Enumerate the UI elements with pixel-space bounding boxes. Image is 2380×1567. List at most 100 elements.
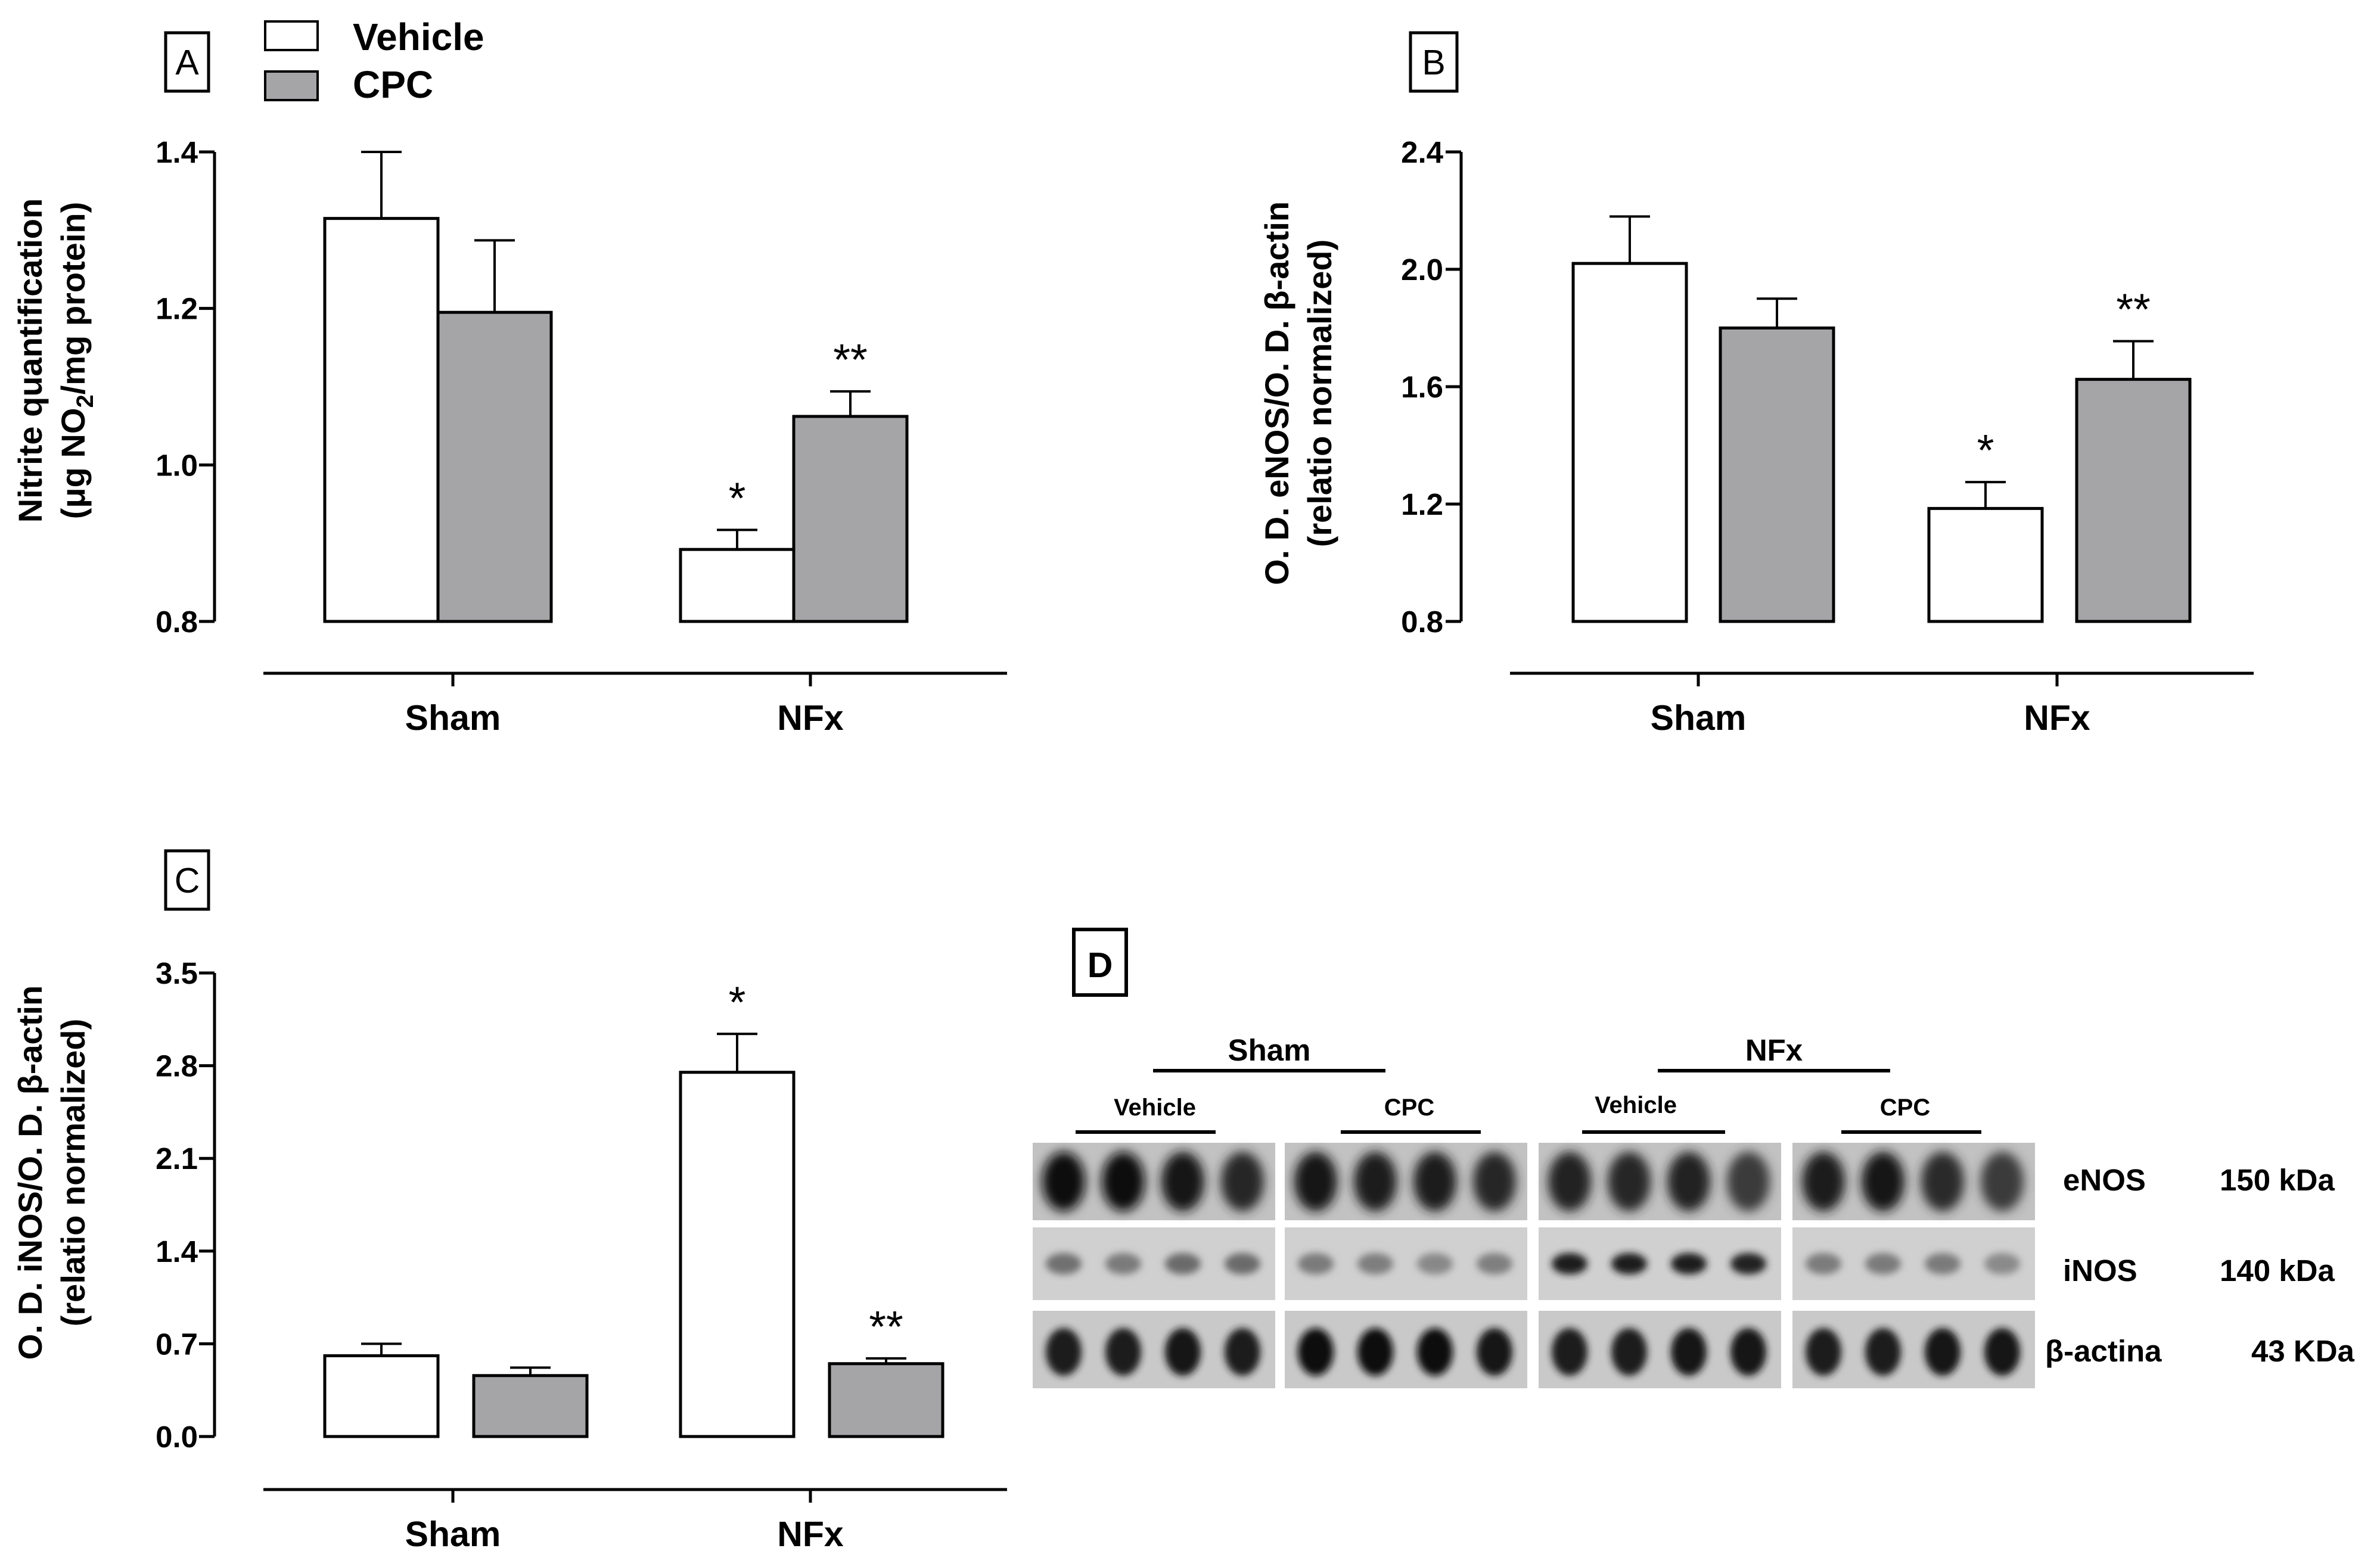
blot-band (1802, 1152, 1845, 1211)
y-tick-label: 2.0 (1401, 253, 1443, 287)
blot-band (1417, 1328, 1453, 1376)
bar (436, 310, 553, 623)
legend-label-vehicle: Vehicle (353, 15, 484, 58)
blot-band (1981, 1152, 2024, 1211)
blot-band (1042, 1152, 1085, 1211)
y-tick-label: 1.4 (156, 135, 198, 169)
y-tick-label: 0.7 (156, 1327, 198, 1361)
significance-mark: * (1977, 425, 1994, 475)
blot-band (1102, 1152, 1145, 1211)
blot-band (1984, 1328, 2020, 1376)
legend-swatch-cpc (264, 70, 319, 101)
blot-band (1865, 1253, 1901, 1274)
y-tick-label: 0.8 (156, 605, 198, 639)
panel-b-label: B (1422, 43, 1445, 82)
panel-d-label: D (1088, 946, 1113, 985)
blot-band (1046, 1328, 1082, 1376)
significance-mark: ** (2116, 285, 2151, 334)
panel-c-label-box (164, 849, 210, 911)
bar (679, 1071, 796, 1438)
x-category-label: Sham (405, 698, 501, 738)
blot-protein-beta-actina: β-actina (2045, 1334, 2162, 1368)
x-category-label: Sham (1651, 698, 1747, 738)
legend-label-cpc: CPC (353, 63, 433, 106)
bar (2075, 378, 2192, 623)
blot-band (1105, 1253, 1141, 1274)
blot-band (1221, 1152, 1264, 1211)
bar (323, 1354, 440, 1438)
blot-band (1165, 1328, 1201, 1376)
bar (1719, 327, 1835, 623)
panel-b-y-axis-title: O. D. eNOS/O. D. β-actin (relatio normal… (1258, 201, 1338, 585)
bar (792, 415, 909, 623)
blot-band (1608, 1152, 1651, 1211)
blot-band (1105, 1328, 1141, 1376)
legend: Vehicle CPC (264, 15, 484, 106)
blot-band (1552, 1328, 1587, 1376)
blot-protein-enos: eNOS (2063, 1163, 2146, 1197)
blot-band (1473, 1152, 1516, 1211)
blot-band (1225, 1328, 1260, 1376)
x-category-label: NFx (777, 698, 844, 738)
blot-band (1727, 1152, 1770, 1211)
blot-subgroup-label: CPC (1880, 1095, 1930, 1121)
blot-band (1417, 1253, 1453, 1274)
bar (679, 548, 796, 623)
panel-c-label: C (175, 861, 200, 900)
blot-band (1354, 1152, 1397, 1211)
y-tick-label: 1.2 (1401, 487, 1443, 521)
blot-band (1548, 1152, 1591, 1211)
x-category-label: Sham (405, 1515, 501, 1554)
bar (1571, 262, 1688, 623)
blot-size-beta-actina: 43 KDa (2251, 1334, 2355, 1368)
blot-band (1413, 1152, 1456, 1211)
y-tick-label: 1.6 (1401, 370, 1443, 404)
blot-band (1298, 1253, 1334, 1274)
panel-c-chart: C O. D. iNOS/O. D. β-actin (relatio norm… (11, 849, 1007, 1554)
blot-band (1730, 1253, 1766, 1274)
panel-d-western-blot: D Sham NFx Vehicle CPC Vehicle CPC eNOS … (1033, 928, 2355, 1388)
panel-c-y-axis-title: O. D. iNOS/O. D. β-actin (relatio normal… (11, 985, 92, 1360)
bar (323, 217, 440, 623)
blot-subgroup-label: CPC (1384, 1095, 1434, 1121)
y-tick-label: 1.2 (156, 292, 198, 326)
blot-row-labels: eNOS 150 kDa iNOS 140 kDa β-actina 43 KD… (2045, 1163, 2355, 1368)
y-tick-label: 1.4 (156, 1235, 198, 1268)
blot-band (1921, 1152, 1964, 1211)
x-category-label: NFx (777, 1515, 844, 1554)
blot-band (1984, 1253, 2020, 1274)
y-tick-label: 2.8 (156, 1049, 198, 1083)
y-tick-label: 2.4 (1401, 135, 1444, 169)
blot-group-label-sham: Sham (1228, 1033, 1311, 1067)
panel-c-ylabel-line1: O. D. iNOS/O. D. β-actin (11, 985, 49, 1360)
blot-band (1925, 1253, 1960, 1274)
bar (472, 1374, 589, 1438)
panel-b-chart: B O. D. eNOS/O. D. β-actin (relatio norm… (1258, 31, 2254, 738)
blot-group-label-nfx: NFx (1745, 1033, 1803, 1067)
blot-band (1357, 1253, 1393, 1274)
legend-swatch-vehicle (264, 20, 319, 51)
panel-a-y-axis-title: Nitrite quantification (μg NO2/mg protei… (11, 198, 98, 523)
blot-subgroup-label: Vehicle (1114, 1095, 1196, 1121)
blot-band (1294, 1152, 1337, 1211)
y-tick-label: 1.0 (156, 448, 198, 482)
blot-band (1806, 1253, 1841, 1274)
significance-mark: ** (833, 335, 868, 384)
panel-b-label-box (1409, 31, 1459, 93)
panel-c-ylabel-line2: (relatio normalized) (54, 1019, 92, 1327)
blot-band (1671, 1253, 1707, 1274)
x-category-label: NFx (2024, 698, 2090, 738)
panel-b-ylabel-line2: (relatio normalized) (1301, 240, 1338, 548)
blot-band (1862, 1152, 1904, 1211)
y-tick-label: 0.8 (1401, 605, 1443, 639)
blot-band (1477, 1328, 1512, 1376)
panel-a-ylabel-line2: (μg NO2/mg protein) (54, 202, 98, 519)
blot-band (1477, 1253, 1512, 1274)
panel-a-ylabel-line1: Nitrite quantification (11, 198, 49, 523)
blot-band (1611, 1328, 1647, 1376)
blot-size-enos: 150 kDa (2220, 1163, 2335, 1197)
blot-subgroups: Vehicle CPC Vehicle CPC (1076, 1092, 1981, 1134)
blot-band (1298, 1328, 1334, 1376)
blot-band (1225, 1253, 1260, 1274)
